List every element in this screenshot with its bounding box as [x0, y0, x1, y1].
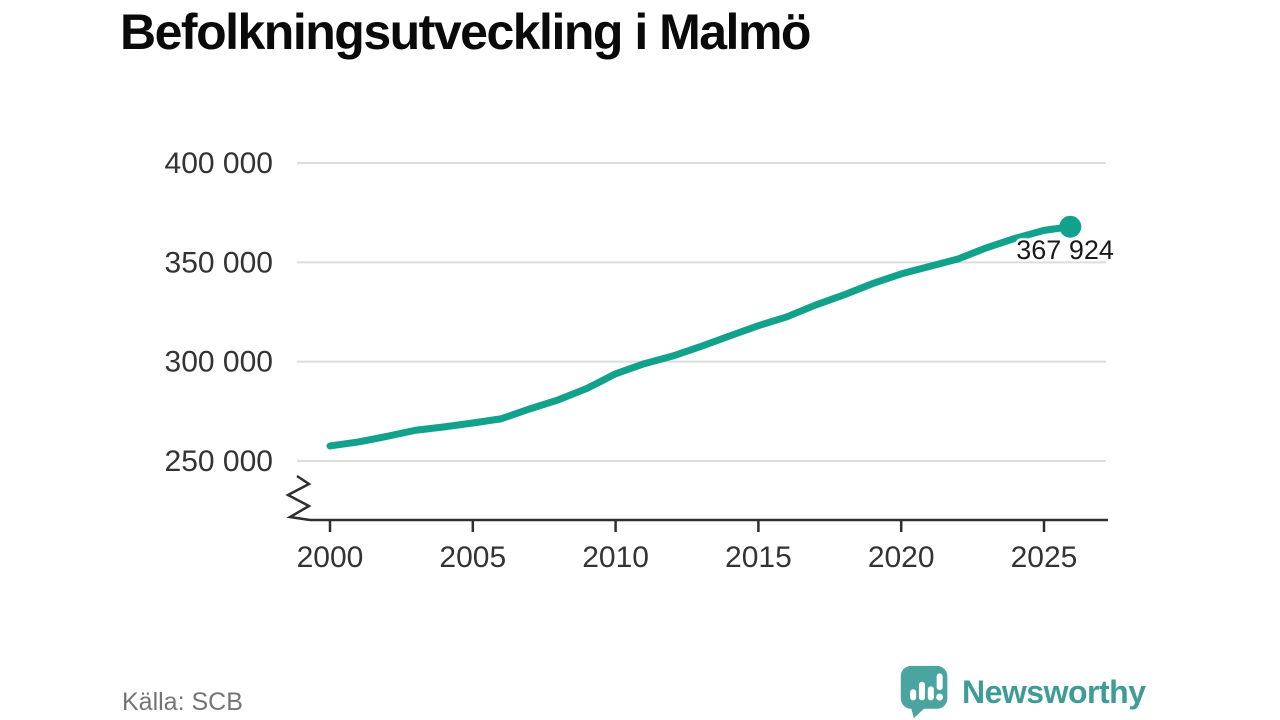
x-tick-label: 2000 — [297, 541, 364, 574]
bar-tall-icon — [918, 681, 925, 701]
chart-title: Befolkningsutveckling i Malmö — [120, 4, 811, 60]
y-tick-label: 300 000 — [165, 346, 273, 379]
exclamation-bar-icon — [936, 673, 943, 691]
exclamation-dot-icon — [936, 693, 944, 701]
source-attribution: Källa: SCB — [122, 688, 243, 716]
latest-value-label: 367 924 — [1016, 234, 1114, 265]
x-tick-label: 2005 — [439, 541, 506, 574]
x-tick-label: 2025 — [1011, 541, 1078, 574]
x-tick-label: 2015 — [725, 541, 792, 574]
brand-name: Newsworthy — [962, 673, 1146, 710]
bar-small-icon — [910, 689, 917, 701]
latest-point-marker — [1059, 215, 1082, 238]
y-tick-label: 250 000 — [165, 445, 273, 478]
x-tick-label: 2020 — [868, 541, 935, 574]
brand-footer: Newsworthy — [899, 664, 1146, 720]
population-line — [326, 223, 1074, 450]
y-tick-label: 350 000 — [165, 246, 273, 279]
bar-medium-icon — [927, 686, 934, 701]
x-tick-label: 2010 — [582, 541, 649, 574]
axis-break-icon — [285, 474, 312, 522]
y-tick-label: 400 000 — [165, 147, 273, 180]
newsworthy-speech-bubble-chart-icon — [900, 665, 948, 719]
